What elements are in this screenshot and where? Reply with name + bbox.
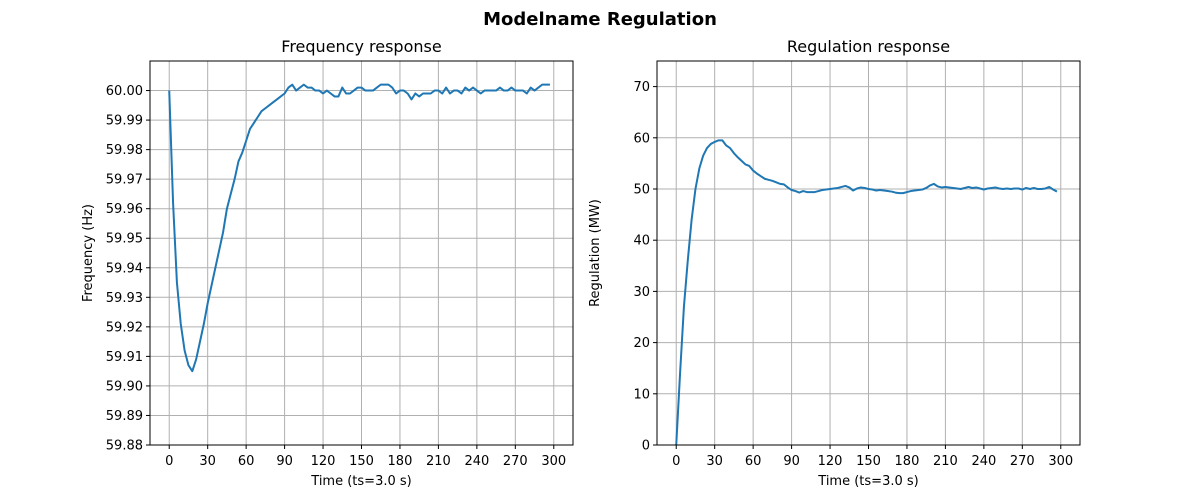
frequency-plot-title: Frequency response bbox=[281, 37, 441, 56]
frequency-y-tick-label: 59.96 bbox=[106, 202, 143, 217]
frequency-plot-frame bbox=[149, 60, 574, 446]
frequency-y-tick-label: 59.98 bbox=[106, 143, 143, 158]
regulation-plot-title: Regulation response bbox=[787, 37, 950, 56]
regulation-y-tick-label: 40 bbox=[633, 234, 650, 249]
frequency-y-tick-label: 59.89 bbox=[106, 409, 143, 424]
frequency-x-tick-label: 180 bbox=[388, 454, 413, 469]
regulation-x-tick-label: 30 bbox=[706, 454, 723, 469]
frequency-series-line bbox=[168, 83, 550, 373]
frequency-y-tick-label: 59.95 bbox=[106, 232, 143, 247]
frequency-y-tick-label: 59.99 bbox=[106, 114, 143, 129]
frequency-x-tick-label: 30 bbox=[199, 454, 216, 469]
regulation-response-plot: 0 30 60 90 120 150 180 210 240 270 300 0 10 20 30 40 50 6… bbox=[588, 37, 1081, 489]
frequency-y-axis-label: Frequency (Hz) bbox=[81, 204, 96, 302]
frequency-x-tick-label: 0 bbox=[165, 454, 173, 469]
frequency-y-tick-label: 59.97 bbox=[106, 173, 143, 188]
regulation-y-tick-label: 60 bbox=[633, 131, 650, 146]
frequency-x-tick-label: 210 bbox=[426, 454, 451, 469]
frequency-y-tick-label: 59.93 bbox=[106, 291, 143, 306]
regulation-x-tick-label: 240 bbox=[971, 454, 996, 469]
regulation-series-layer bbox=[675, 139, 1058, 446]
regulation-x-tick-label: 270 bbox=[1010, 454, 1035, 469]
regulation-series-line bbox=[675, 139, 1058, 446]
regulation-y-tick-label: 70 bbox=[633, 80, 650, 95]
regulation-y-tick-label: 50 bbox=[633, 183, 650, 198]
frequency-x-tick-label: 240 bbox=[464, 454, 489, 469]
frequency-series-layer bbox=[168, 83, 550, 373]
regulation-y-tick-label: 10 bbox=[633, 387, 650, 402]
frequency-x-tick-label: 60 bbox=[238, 454, 255, 469]
frequency-y-tick-label: 59.90 bbox=[106, 379, 143, 394]
regulation-x-tick-label: 120 bbox=[818, 454, 843, 469]
frequency-x-tick-label: 270 bbox=[503, 454, 528, 469]
frequency-ticks: 0 30 60 90 120 150 180 210 240 270 300 59.88 59.89 59… bbox=[106, 84, 566, 469]
regulation-x-tick-label: 180 bbox=[895, 454, 920, 469]
figure-title: Modelname Regulation bbox=[483, 9, 717, 30]
regulation-plot-frame bbox=[656, 60, 1081, 446]
frequency-y-tick-label: 59.91 bbox=[106, 350, 143, 365]
frequency-x-tick-label: 150 bbox=[349, 454, 374, 469]
regulation-y-tick-label: 0 bbox=[642, 439, 650, 454]
regulation-y-axis-label: Regulation (MW) bbox=[588, 199, 603, 307]
regulation-x-tick-label: 300 bbox=[1048, 454, 1073, 469]
frequency-x-tick-label: 90 bbox=[276, 454, 293, 469]
frequency-y-tick-label: 59.94 bbox=[106, 261, 143, 276]
regulation-y-tick-label: 20 bbox=[633, 336, 650, 351]
regulation-y-tick-label: 30 bbox=[633, 285, 650, 300]
frequency-grid bbox=[150, 61, 573, 446]
regulation-x-tick-label: 0 bbox=[672, 454, 680, 469]
frequency-y-tick-label: 59.88 bbox=[106, 439, 143, 454]
regulation-x-tick-label: 210 bbox=[933, 454, 958, 469]
frequency-x-tick-label: 300 bbox=[541, 454, 566, 469]
frequency-y-tick-label: 60.00 bbox=[106, 84, 143, 99]
regulation-x-tick-label: 150 bbox=[856, 454, 881, 469]
frequency-y-tick-label: 59.92 bbox=[106, 320, 143, 335]
frequency-x-tick-label: 120 bbox=[311, 454, 336, 469]
regulation-x-tick-label: 90 bbox=[783, 454, 800, 469]
regulation-ticks: 0 30 60 90 120 150 180 210 240 270 300 0 10 20 30 40 50 6… bbox=[633, 80, 1073, 469]
frequency-x-axis-label: Time (ts=3.0 s) bbox=[310, 474, 411, 489]
regulation-x-tick-label: 60 bbox=[745, 454, 762, 469]
regulation-x-axis-label: Time (ts=3.0 s) bbox=[817, 474, 918, 489]
frequency-response-plot: 0 30 60 90 120 150 180 210 240 270 300 59.88 59.89 59… bbox=[81, 37, 574, 489]
